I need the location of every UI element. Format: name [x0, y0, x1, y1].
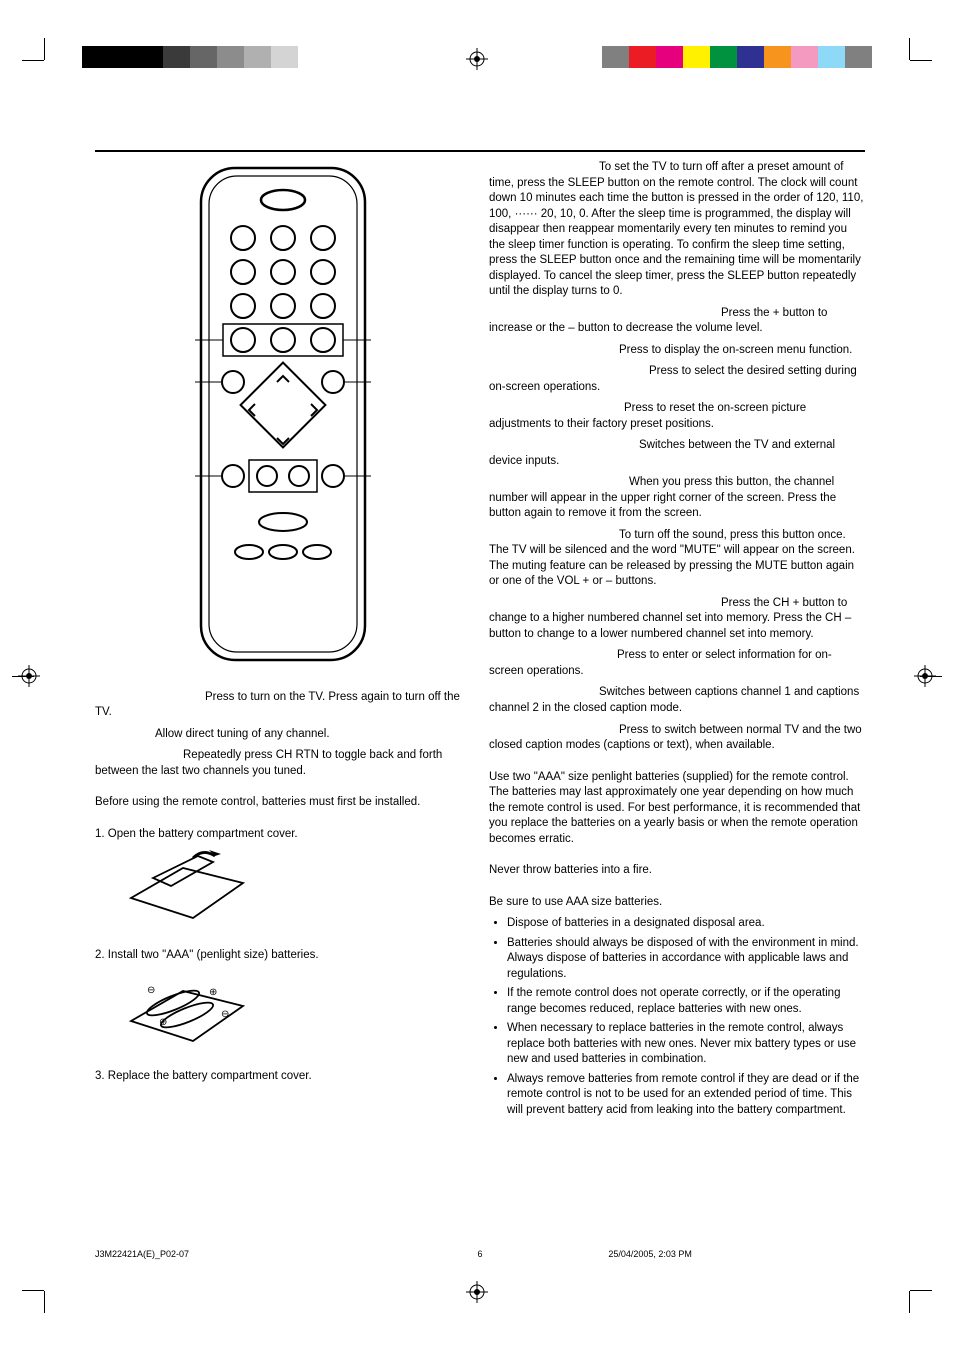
bullet-item: Dispose of batteries in a designated dis… [507, 916, 865, 932]
registration-mark-icon [466, 48, 488, 70]
crop-mark [22, 1290, 44, 1291]
color-bar [602, 46, 872, 68]
footer: J3M22421A(E)_P02-07 6 25/04/2005, 2:03 P… [95, 1249, 865, 1259]
menu-description: Press to display the on-screen menu func… [489, 343, 865, 359]
battery-cover-open-icon [123, 848, 253, 928]
battery-step1-illustration [123, 848, 471, 934]
registration-mark-icon [914, 665, 936, 687]
remote-control-icon [193, 160, 373, 670]
footer-doc: J3M22421A(E)_P02-07 [95, 1249, 352, 1259]
ch-description: Press the CH + button to change to a hig… [489, 596, 865, 643]
fire-warning: Never throw batteries into a fire. [489, 863, 865, 879]
display-description: When you press this button, the channel … [489, 475, 865, 522]
svg-text:⊖: ⊖ [221, 1009, 229, 1020]
greyscale-bar [82, 46, 298, 68]
right-column: To set the TV to turn off after a preset… [489, 160, 865, 1122]
caption-description: Press to switch between normal TV and th… [489, 723, 865, 754]
vol-description: Press the + button to increase or the – … [489, 306, 865, 337]
crop-mark [909, 38, 910, 60]
step-1: 1. Open the battery compartment cover. [95, 827, 471, 843]
crop-mark [910, 60, 932, 61]
enter-description: Press to enter or select information for… [489, 648, 865, 679]
left-column: Press to turn on the TV. Press again to … [95, 160, 471, 1122]
svg-text:⊕: ⊕ [209, 987, 217, 998]
svg-text:⊖: ⊖ [147, 985, 155, 996]
aaa-note: Be sure to use AAA size batteries. [489, 895, 865, 911]
sleep-description: To set the TV to turn off after a preset… [489, 160, 865, 300]
registration-mark-icon [466, 1281, 488, 1303]
cc-ch-description: Switches between captions channel 1 and … [489, 685, 865, 716]
power-description: Press to turn on the TV. Press again to … [95, 690, 471, 721]
registration-mark-icon [18, 665, 40, 687]
step-3: 3. Replace the battery compartment cover… [95, 1069, 471, 1085]
crop-mark [910, 1290, 932, 1291]
crop-mark [909, 1291, 910, 1313]
bullet-item: If the remote control does not operate c… [507, 986, 865, 1017]
footer-date: 25/04/2005, 2:03 PM [608, 1249, 865, 1259]
crop-mark [22, 60, 44, 61]
footer-page: 6 [352, 1249, 609, 1259]
ch-rtn-description: Repeatedly press CH RTN to toggle back a… [95, 748, 471, 779]
battery-step2-illustration: ⊖ ⊕ ⊕ ⊖ [123, 969, 471, 1055]
select-description: Press to select the desired setting duri… [489, 364, 865, 395]
bullet-item: Always remove batteries from remote cont… [507, 1072, 865, 1119]
reset-description: Press to reset the on-screen picture adj… [489, 401, 865, 432]
mute-description: To turn off the sound, press this button… [489, 528, 865, 590]
battery-intro: Before using the remote control, batteri… [95, 795, 471, 811]
battery-bullets: Dispose of batteries in a designated dis… [507, 916, 865, 1118]
bullet-item: When necessary to replace batteries in t… [507, 1021, 865, 1068]
crop-mark [44, 1291, 45, 1313]
remote-illustration [95, 160, 471, 676]
battery-install-icon: ⊖ ⊕ ⊕ ⊖ [123, 969, 253, 1049]
bullet-item: Batteries should always be disposed of w… [507, 936, 865, 983]
crop-mark [44, 38, 45, 60]
direct-tune-description: Allow direct tuning of any channel. [95, 727, 471, 743]
page-content: Press to turn on the TV. Press again to … [95, 150, 865, 1122]
svg-text:⊕: ⊕ [159, 1017, 167, 1028]
batteries-intro: Use two "AAA" size penlight batteries (s… [489, 770, 865, 848]
input-description: Switches between the TV and external dev… [489, 438, 865, 469]
step-2: 2. Install two "AAA" (penlight size) bat… [95, 948, 471, 964]
